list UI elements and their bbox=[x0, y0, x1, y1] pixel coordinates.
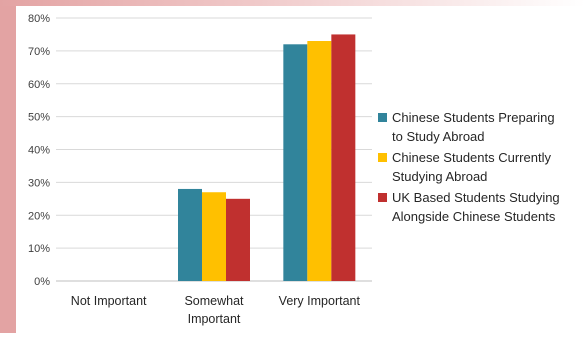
legend: Chinese Students Preparing to Study Abroa… bbox=[378, 110, 560, 224]
bar bbox=[226, 198, 250, 281]
y-tick-label: 40% bbox=[28, 145, 50, 157]
legend-label: UK Based Students Studying Alongside Chin… bbox=[392, 190, 560, 224]
bar bbox=[331, 34, 356, 281]
legend-swatch bbox=[378, 113, 387, 122]
slide-border-left bbox=[0, 0, 16, 333]
bar bbox=[202, 192, 226, 281]
legend-label: Chinese Students Preparing to Study Abroa… bbox=[392, 110, 555, 144]
y-tick-label: 60% bbox=[28, 79, 50, 91]
x-axis-categories: Not Important Somewhat Important Very Impor… bbox=[71, 294, 361, 326]
x-category-label: Very Important bbox=[279, 294, 361, 308]
bar bbox=[283, 44, 308, 281]
bar bbox=[178, 188, 202, 281]
y-tick-label: 30% bbox=[28, 177, 50, 189]
y-axis-ticks: 0% 10% 20% 30% 40% 50% 60% 70% 80% bbox=[28, 13, 50, 288]
bar bbox=[307, 41, 332, 282]
y-tick-label: 20% bbox=[28, 210, 50, 222]
bar-chart: 0% 10% 20% 30% 40% 50% 60% 70% 80% Not Important… bbox=[28, 13, 560, 326]
y-tick-label: 0% bbox=[34, 276, 50, 288]
legend-swatch bbox=[378, 153, 387, 162]
legend-swatch bbox=[378, 193, 387, 202]
y-tick-label: 10% bbox=[28, 243, 50, 255]
y-tick-label: 80% bbox=[28, 13, 50, 25]
bars bbox=[178, 34, 356, 282]
y-tick-label: 50% bbox=[28, 112, 50, 124]
legend-label: Chinese Students Currently Studying Abroa… bbox=[392, 150, 551, 184]
chart-area: 0% 10% 20% 30% 40% 50% 60% 70% 80% Not Important… bbox=[16, 6, 585, 333]
x-category-label: Not Important bbox=[71, 294, 147, 308]
slide-border-top bbox=[0, 0, 585, 6]
y-tick-label: 70% bbox=[28, 46, 50, 58]
x-category-label: Somewhat Important bbox=[184, 294, 244, 326]
